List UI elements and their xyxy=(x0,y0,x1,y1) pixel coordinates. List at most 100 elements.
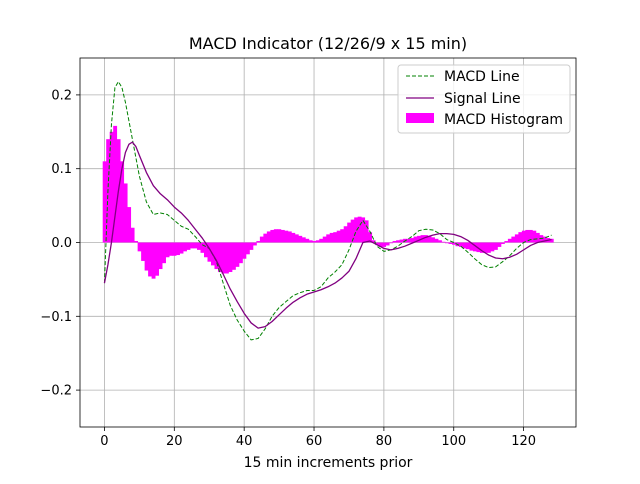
x-tick-label: 20 xyxy=(166,434,183,449)
histogram-bar xyxy=(476,242,481,253)
x-axis-label: 15 min increments prior xyxy=(244,455,413,471)
histogram-bar xyxy=(102,161,107,243)
histogram-bar xyxy=(535,232,540,243)
histogram-bar xyxy=(340,229,345,243)
histogram-bar xyxy=(448,242,453,244)
histogram-bar xyxy=(130,227,135,243)
histogram-bar xyxy=(336,230,341,243)
histogram-bar xyxy=(438,240,442,243)
histogram-bar xyxy=(490,242,495,252)
histogram-bar xyxy=(120,161,125,243)
series-lines xyxy=(103,81,552,341)
histogram-bar xyxy=(312,241,317,243)
histogram-bar xyxy=(511,236,516,243)
histogram-bar xyxy=(364,220,369,243)
histogram-bar xyxy=(186,242,191,250)
histogram-bar xyxy=(183,242,187,252)
histogram-bar xyxy=(144,242,149,271)
histogram-bar xyxy=(301,237,306,243)
histogram-bar xyxy=(354,217,359,243)
histogram-bar xyxy=(542,236,547,243)
histogram-bar xyxy=(350,219,355,243)
histogram-bar xyxy=(172,242,177,256)
histogram-bar xyxy=(190,242,194,249)
histogram-bar xyxy=(445,242,449,244)
histogram-bar xyxy=(273,229,278,243)
x-tick-label: 40 xyxy=(236,434,253,449)
histogram-bar xyxy=(134,241,139,243)
histogram-bar xyxy=(165,242,170,258)
histogram-bar xyxy=(326,234,331,243)
histogram-bar xyxy=(294,234,299,243)
histogram-bar xyxy=(266,231,271,243)
histogram-bar xyxy=(417,235,421,243)
histogram-bar xyxy=(158,242,163,270)
histogram-bar xyxy=(200,242,205,253)
y-tick-label: 0.0 xyxy=(51,236,72,251)
histogram-bar xyxy=(284,230,289,243)
histogram-bar xyxy=(280,229,285,243)
histogram-bar xyxy=(375,242,380,245)
histogram-bar xyxy=(207,242,212,262)
histogram-bar xyxy=(465,242,470,250)
histogram-bar xyxy=(462,242,467,249)
histogram-bar xyxy=(532,230,537,243)
histogram-bar xyxy=(528,229,533,243)
legend-swatch-macd-histogram xyxy=(406,113,434,123)
histogram-bar xyxy=(263,233,268,243)
histogram-bar xyxy=(333,232,338,243)
histogram-bar xyxy=(413,236,418,243)
histogram-bar xyxy=(217,242,222,273)
histogram-bar xyxy=(322,236,327,243)
histogram-bar xyxy=(441,241,446,243)
histogram-bar xyxy=(504,241,509,243)
histogram-bar xyxy=(176,242,180,256)
histogram-bar xyxy=(434,238,439,243)
histogram-bar xyxy=(137,242,142,252)
histogram-bar xyxy=(162,242,166,264)
legend-label-macd-histogram: MACD Histogram xyxy=(444,112,563,128)
legend-label-signal-line: Signal Line xyxy=(444,91,521,107)
histogram-bar xyxy=(127,207,132,243)
histogram-bar xyxy=(382,242,387,247)
histogram-bar xyxy=(214,242,219,270)
signal-line-series xyxy=(103,141,552,329)
histogram-bar xyxy=(410,238,414,243)
histogram-bar xyxy=(500,242,505,244)
axis-ticks: 0 20 40 60 80 100 120 0.2 0.1 0.0 −0.1 −0.2 xyxy=(40,88,536,449)
histogram-bar xyxy=(452,242,456,245)
histogram-bar xyxy=(224,242,229,274)
y-tick-label: 0.2 xyxy=(51,88,72,103)
histogram-bar xyxy=(507,238,512,243)
x-tick-label: 0 xyxy=(100,434,108,449)
histogram-bar xyxy=(427,235,432,243)
histogram-bar xyxy=(305,238,310,243)
x-tick-label: 120 xyxy=(511,434,536,449)
histogram-bar xyxy=(109,131,114,243)
histogram-bar xyxy=(399,239,404,243)
histogram-bar xyxy=(308,240,313,243)
histogram-bar xyxy=(193,242,198,249)
y-tick-label: 0.1 xyxy=(51,162,72,177)
histogram-bar xyxy=(197,242,201,250)
histogram-bar xyxy=(319,238,324,243)
histogram-bar xyxy=(549,238,554,243)
histogram-bar xyxy=(228,242,233,273)
x-tick-label: 60 xyxy=(306,434,323,449)
y-tick-label: −0.1 xyxy=(40,310,72,325)
macd-line-series xyxy=(103,81,552,341)
histogram-bar xyxy=(497,242,502,247)
histogram-bar xyxy=(298,235,303,243)
histogram-bar xyxy=(204,242,208,258)
histogram-bar xyxy=(378,242,383,247)
histogram-bar xyxy=(315,240,320,243)
legend-box xyxy=(397,64,571,134)
histogram-bar xyxy=(385,242,390,246)
histogram-bar xyxy=(424,235,428,243)
histogram-bar xyxy=(521,230,526,243)
histogram-bar xyxy=(357,216,362,243)
histogram-bar xyxy=(396,240,401,243)
x-tick-label: 100 xyxy=(441,434,466,449)
histogram-bar xyxy=(141,242,146,261)
